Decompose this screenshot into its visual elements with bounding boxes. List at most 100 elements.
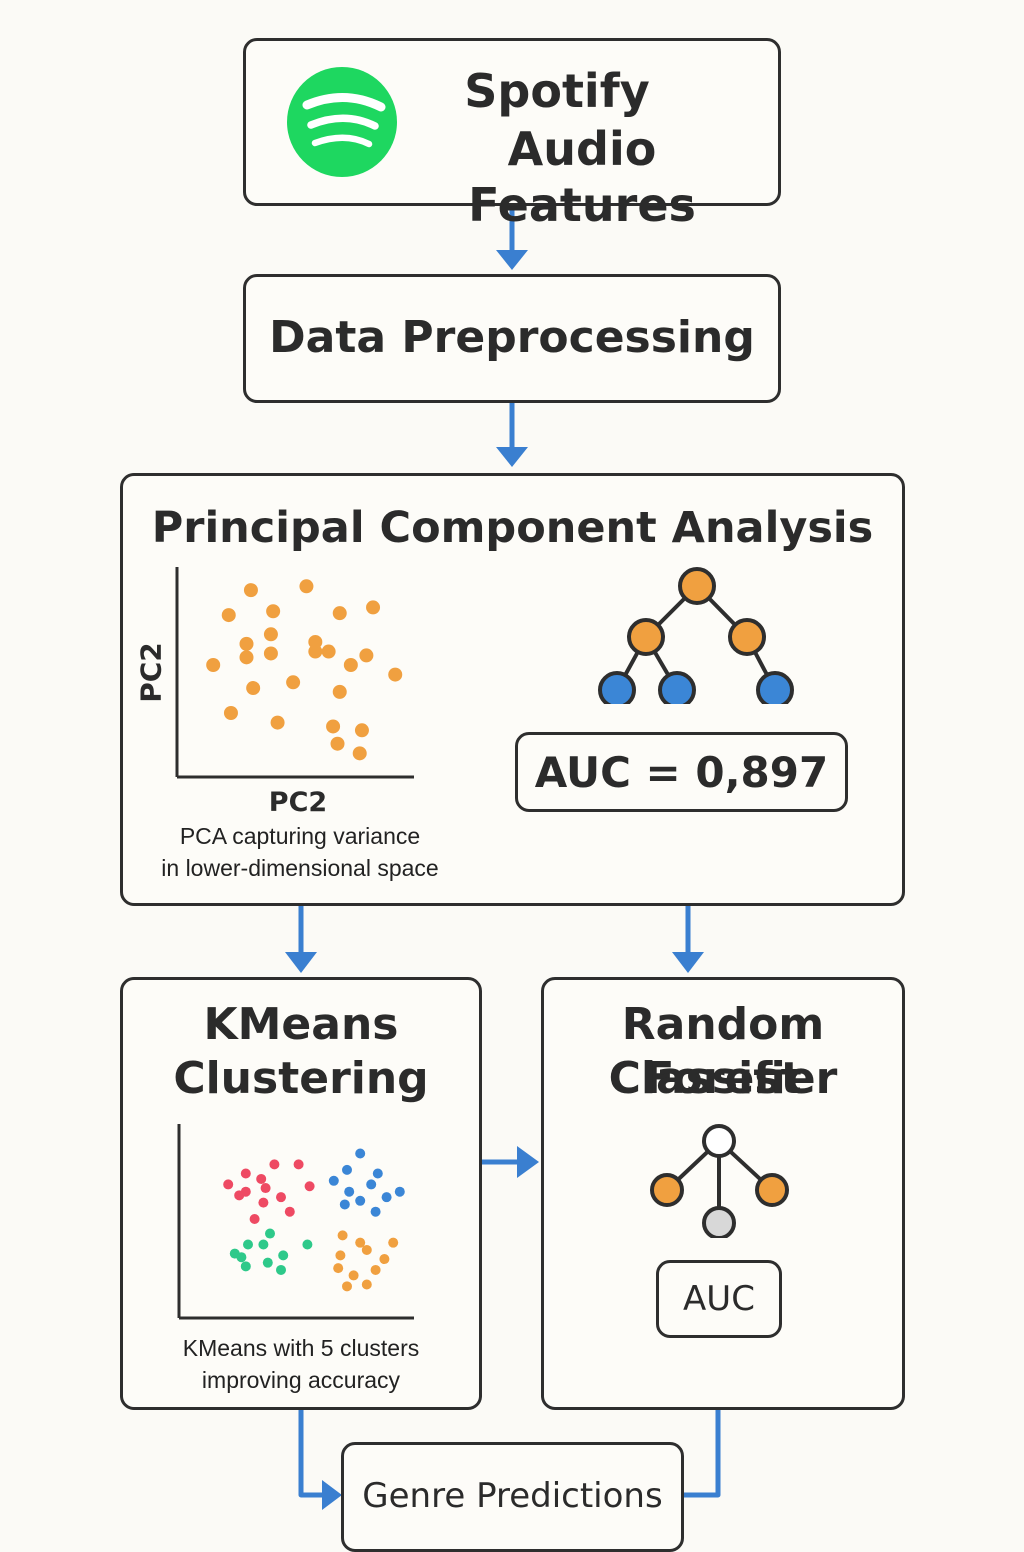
- kmeans-point-2-5: [302, 1239, 313, 1250]
- kmeans-point-3-10: [342, 1281, 352, 1292]
- pca-point-0-7: [239, 636, 254, 651]
- rf-title-line1: Random Forest: [621, 999, 825, 1104]
- pca-scatter-plot: [175, 567, 414, 779]
- kmeans-point-1-1: [342, 1164, 352, 1175]
- rf-title-line2: Classifier: [608, 1053, 838, 1104]
- pca-point-0-2: [266, 604, 281, 619]
- kmeans-point-3-2: [388, 1237, 399, 1248]
- kmeans-point-1-10: [339, 1199, 350, 1210]
- arrowhead-6: [322, 1480, 342, 1510]
- kmeans-point-1-0: [355, 1148, 366, 1159]
- kmeans-point-0-9: [258, 1197, 269, 1208]
- pca-point-0-22: [326, 719, 341, 734]
- kmeans-point-3-8: [361, 1279, 372, 1290]
- kmeans-point-3-6: [333, 1263, 344, 1274]
- random-forest-tree-icon: [650, 1124, 789, 1238]
- arrowhead-4: [672, 952, 704, 973]
- kmeans-point-1-8: [381, 1192, 392, 1203]
- pca-point-0-18: [246, 681, 261, 696]
- kmeans-point-2-7: [262, 1257, 273, 1268]
- spotify-logo-icon: [287, 67, 397, 177]
- pca-point-0-20: [223, 706, 238, 720]
- pca-point-0-6: [206, 658, 221, 672]
- kmeans-point-2-2: [258, 1239, 269, 1250]
- pca-caption-line1: PCA capturing variance: [179, 823, 421, 849]
- pca-point-0-4: [332, 606, 347, 621]
- arrowhead-2: [496, 447, 528, 467]
- pca-point-0-5: [366, 600, 381, 615]
- output-title: Genre Predictions: [362, 1476, 663, 1516]
- kmeans-point-2-3: [278, 1250, 289, 1261]
- pca-caption-line2: in lower-dimensional space: [161, 855, 439, 881]
- kmeans-point-3-4: [361, 1244, 372, 1255]
- pca-point-0-19: [332, 684, 347, 699]
- kmeans-point-0-4: [223, 1179, 234, 1190]
- pca-point-0-9: [308, 634, 323, 649]
- kmeans-title-line2: Clustering: [173, 1053, 429, 1104]
- kmeans-point-0-2: [269, 1159, 280, 1170]
- kmeans-caption-line2: improving accuracy: [201, 1367, 401, 1393]
- arrowhead-3: [285, 952, 317, 973]
- pca-auc-label: AUC = 0,897: [534, 748, 829, 797]
- rf-auc-box: AUC: [656, 1260, 782, 1338]
- source-title-line2: Audio Features: [468, 122, 696, 232]
- kmeans-point-1-4: [344, 1186, 355, 1197]
- kmeans-point-0-11: [249, 1214, 260, 1224]
- kmeans-point-0-3: [293, 1159, 304, 1170]
- kmeans-point-1-7: [355, 1195, 366, 1206]
- kmeans-point-1-3: [328, 1175, 339, 1186]
- pca-point-0-24: [330, 736, 345, 751]
- pca-point-0-23: [354, 723, 369, 738]
- pca-x-axis-label: PC2: [268, 787, 328, 818]
- kmeans-point-2-8: [276, 1264, 286, 1275]
- source-title-line1: Spotify: [464, 64, 650, 118]
- kmeans-point-3-5: [379, 1254, 390, 1265]
- output-node: Genre Predictions: [341, 1442, 684, 1552]
- kmeans-point-0-12: [234, 1190, 245, 1201]
- kmeans-point-1-6: [394, 1186, 405, 1197]
- connector-rf-to-output: [684, 1410, 721, 1498]
- kmeans-point-1-2: [372, 1168, 383, 1179]
- pca-point-0-0: [221, 608, 236, 623]
- kmeans-point-2-0: [265, 1228, 275, 1239]
- pca-y-axis-label: PC2: [134, 642, 168, 703]
- kmeans-caption-line1: KMeans with 5 clusters: [182, 1335, 420, 1361]
- kmeans-point-3-3: [335, 1250, 346, 1261]
- pca-point-0-11: [263, 646, 278, 661]
- pca-point-0-12: [308, 644, 323, 659]
- pca-point-0-15: [359, 648, 374, 663]
- pca-point-0-14: [343, 658, 358, 672]
- rf-auc-label: AUC: [683, 1279, 755, 1319]
- preprocess-node: Data Preprocessing: [243, 274, 781, 403]
- pca-point-0-16: [286, 675, 301, 690]
- kmeans-point-1-5: [366, 1179, 377, 1190]
- kmeans-title-line1: KMeans: [203, 999, 399, 1050]
- kmeans-point-0-1: [256, 1173, 267, 1184]
- pca-point-0-8: [263, 627, 278, 642]
- kmeans-point-0-7: [276, 1192, 286, 1203]
- kmeans-point-2-6: [240, 1261, 251, 1272]
- kmeans-point-3-1: [355, 1237, 366, 1248]
- arrowhead-1: [496, 250, 528, 270]
- pca-point-0-25: [352, 746, 367, 761]
- pca-point-0-3: [299, 579, 314, 594]
- kmeans-point-2-1: [243, 1239, 253, 1250]
- preprocess-title: Data Preprocessing: [269, 312, 755, 363]
- pca-point-0-21: [270, 715, 285, 730]
- kmeans-point-0-0: [240, 1168, 251, 1179]
- kmeans-node: KMeans Clustering KMeans with 5 clusters…: [120, 977, 482, 1410]
- arrow-kmeans-to-output: [298, 1410, 331, 1498]
- source-node: Spotify Audio Features: [243, 38, 781, 232]
- pca-point-0-1: [243, 583, 258, 598]
- kmeans-point-3-9: [370, 1264, 381, 1275]
- pca-point-0-17: [388, 667, 403, 682]
- random-forest-node: Random Forest Classifier AUC: [541, 977, 905, 1410]
- pca-node: Principal Component Analysis PC2 PC2 PCA…: [120, 473, 905, 906]
- arrowhead-5: [517, 1146, 539, 1178]
- kmeans-point-3-0: [337, 1230, 348, 1241]
- decision-tree-icon: [598, 567, 794, 704]
- pca-point-0-10: [239, 650, 254, 665]
- kmeans-point-2-9: [236, 1252, 247, 1263]
- pca-point-0-13: [321, 644, 336, 659]
